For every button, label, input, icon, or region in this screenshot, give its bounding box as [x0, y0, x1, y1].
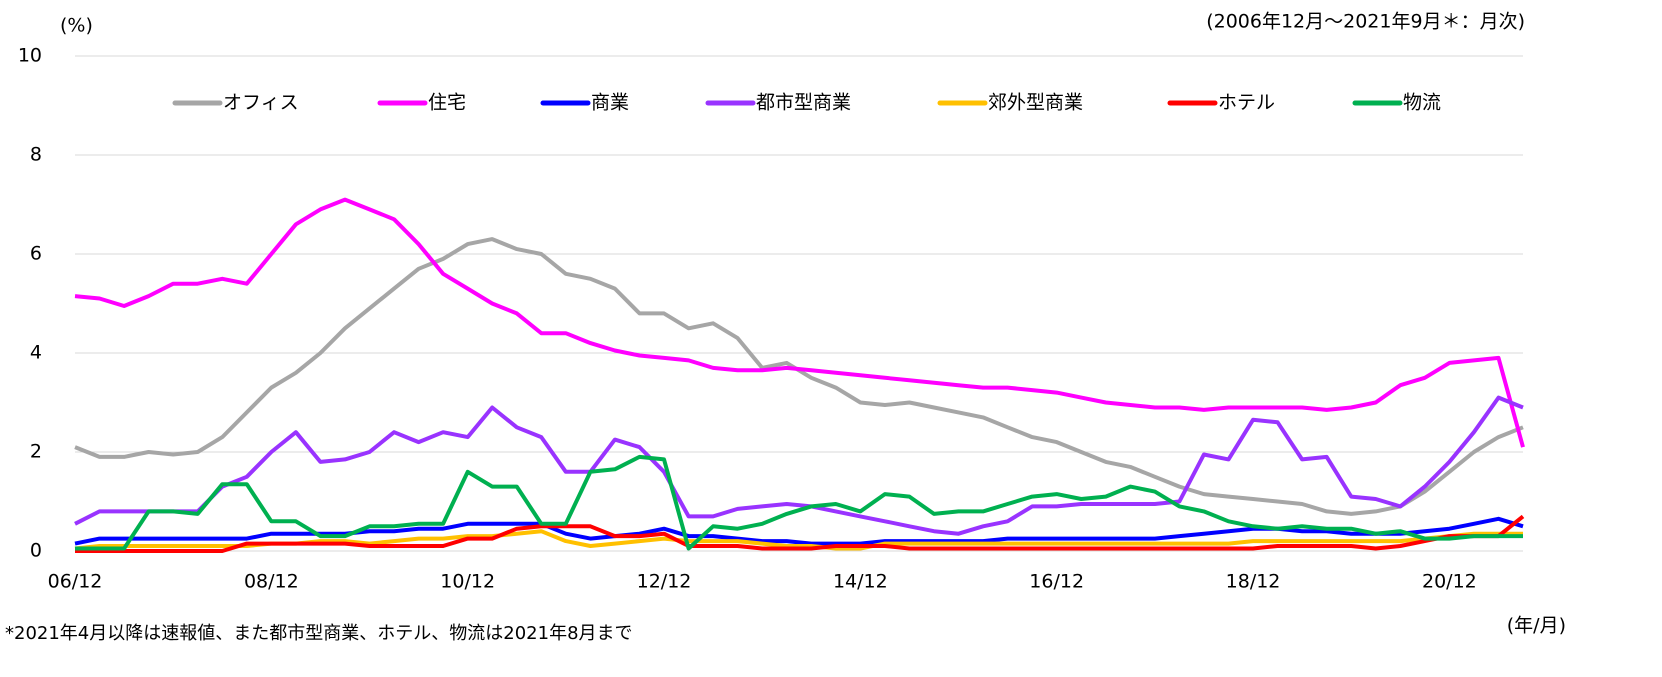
series-line [75, 454, 1523, 551]
x-tick-label: 06/12 [48, 571, 103, 593]
x-tick-label: 14/12 [833, 571, 888, 593]
legend-label: ホテル [1218, 92, 1275, 114]
footnote: *2021年4月以降は速報値、また都市型商業、ホテル、物流は2021年8月まで [5, 623, 633, 644]
x-axis-label: (年/月) [1507, 615, 1566, 637]
y-tick-label: 4 [30, 342, 42, 364]
legend-label: 物流 [1403, 92, 1441, 114]
series-line [75, 514, 1525, 553]
x-tick-label: 20/12 [1422, 571, 1477, 593]
x-tick-label: 16/12 [1029, 571, 1084, 593]
legend-label: オフィス [223, 92, 299, 114]
series-line [74, 395, 1524, 536]
x-tick-label: 10/12 [440, 571, 495, 593]
y-tick-label: 2 [30, 441, 42, 463]
y-unit: (%) [60, 15, 93, 37]
x-tick-label: 08/12 [244, 571, 299, 593]
legend-label: 都市型商業 [756, 92, 851, 114]
y-tick-label: 10 [18, 45, 42, 67]
series-line [74, 529, 1523, 551]
legend-label: 住宅 [428, 92, 466, 114]
x-tick-label: 12/12 [637, 571, 692, 593]
y-tick-label: 0 [30, 540, 42, 562]
legend-label: 商業 [591, 92, 629, 114]
x-tick-label: 18/12 [1226, 571, 1281, 593]
series-line [74, 237, 1524, 516]
legend-label: 郊外型商業 [988, 92, 1083, 114]
y-tick-label: 8 [30, 144, 42, 166]
subtitle: (2006年12月～2021年9月＊：月次) [1206, 11, 1525, 33]
series-line [74, 197, 1525, 448]
y-tick-label: 6 [30, 243, 42, 265]
